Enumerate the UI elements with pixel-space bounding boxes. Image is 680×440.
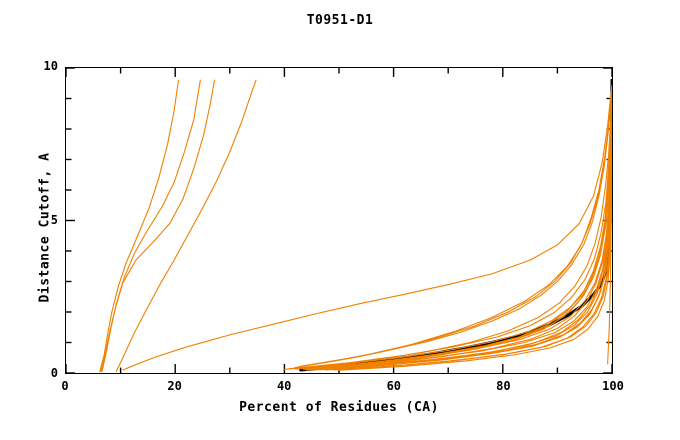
series-model-07: [298, 86, 612, 367]
x-tick-label-80: 80: [496, 379, 511, 393]
x-tick-label-0: 0: [61, 379, 69, 393]
series-model-18: [304, 108, 612, 370]
series-model-01-steep: [100, 80, 179, 371]
y-tick-label-5: 5: [50, 212, 58, 227]
series-model-25: [306, 114, 612, 370]
series-model-06: [295, 85, 612, 368]
y-axis-label: Distance Cutoff, A: [37, 152, 53, 303]
series-model-22: [295, 102, 612, 369]
series-model-02-steep: [102, 80, 200, 371]
x-tick-label-60: 60: [386, 379, 402, 393]
series-model-12: [309, 92, 612, 369]
series-model-03-steep: [101, 80, 215, 371]
series-model-05-diagonal: [123, 86, 612, 370]
series-model-17: [306, 117, 612, 370]
series-model-14: [317, 88, 612, 368]
x-tick-label-20: 20: [167, 379, 182, 393]
data-series-layer: [100, 80, 612, 371]
series-model-08: [301, 86, 612, 366]
x-tick-label-100: 100: [602, 379, 624, 393]
series-model-09: [306, 89, 612, 368]
series-model-26-vertical-right: [608, 89, 612, 364]
x-axis-label: Percent of Residues (CA): [239, 400, 439, 415]
page-title: T0951-D1: [306, 13, 374, 28]
axis-ticks: [66, 68, 612, 373]
plot-area: [65, 67, 613, 374]
plot-canvas: [66, 68, 612, 373]
x-tick-label-40: 40: [276, 379, 292, 393]
series-model-13: [312, 89, 612, 368]
series-model-24: [339, 111, 612, 371]
series-model-04-steep: [116, 80, 256, 371]
y-tick-label-0: 0: [50, 366, 58, 380]
y-tick-label-10: 10: [43, 59, 58, 73]
